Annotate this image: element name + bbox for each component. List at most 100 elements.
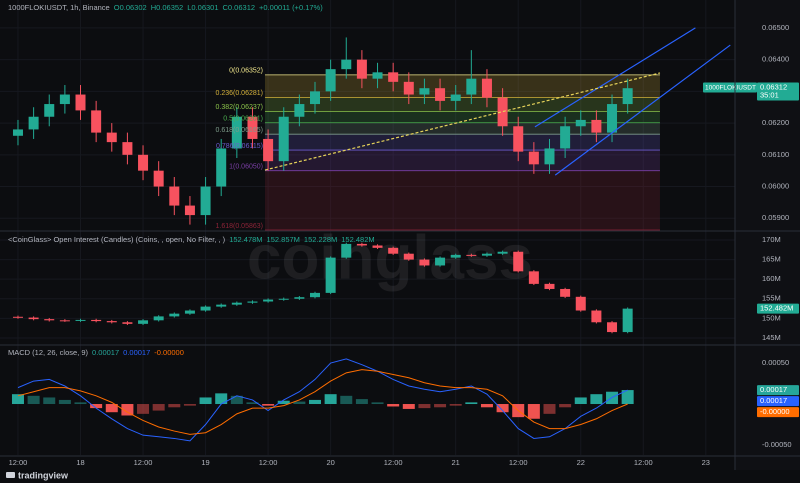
header-value: 152.228M: [304, 235, 337, 244]
candle-body: [278, 298, 289, 300]
candle-body: [622, 88, 633, 105]
candle-body: [528, 151, 539, 165]
histogram-bar: [340, 395, 353, 405]
candle-body: [91, 319, 102, 322]
histogram-bar: [590, 394, 603, 405]
candle-body: [388, 72, 399, 82]
histogram-bar: [199, 397, 212, 405]
y-tick-label: 170M: [762, 235, 781, 244]
candle-body: [106, 321, 117, 323]
candle-body: [200, 186, 211, 216]
last-value-label: -0.00000: [760, 407, 790, 416]
candle-body: [575, 296, 586, 311]
fib-band: [264, 170, 660, 230]
candle-body: [513, 251, 524, 272]
candle-body: [310, 292, 320, 298]
x-tick-label: 19: [201, 458, 209, 467]
candle-body: [59, 94, 70, 105]
x-tick-label: 23: [702, 458, 710, 467]
header-value: L0.06301: [187, 3, 218, 12]
candle-body: [450, 94, 461, 101]
histogram-bar: [293, 401, 306, 405]
y-tick-label: 0.06500: [762, 23, 789, 32]
header-value: -0.00000: [154, 348, 184, 357]
candle-body: [372, 72, 383, 79]
histogram-bar: [230, 395, 243, 405]
y-tick-label: 0.06200: [762, 118, 789, 127]
candle-body: [310, 91, 320, 105]
watermark: coinglass: [247, 223, 533, 292]
candle-body: [28, 317, 39, 320]
trendline: [554, 44, 731, 176]
candle-body: [513, 126, 524, 152]
candle-body: [544, 283, 555, 289]
header-value: C0.06312: [223, 3, 256, 12]
histogram-bar: [480, 404, 493, 408]
last-value-label: 0.00017: [760, 396, 787, 405]
histogram-bar: [496, 404, 509, 413]
labels: 12:00 18 12:00 19 12:00 20 12:00 21 12:00 22 12:00…: [8, 3, 799, 467]
header-value: 0.00017: [92, 348, 119, 357]
candle-body: [12, 129, 23, 136]
x-tick-label: 12:00: [259, 458, 278, 467]
candle-body: [59, 320, 70, 322]
candle-body: [325, 257, 336, 293]
trendline: [534, 27, 696, 128]
y-tick-label: 0.06000: [762, 182, 789, 191]
macd-line: [17, 369, 628, 435]
candle-body: [466, 78, 477, 95]
pane-title: 1000FLOKIUSDT, 1h, Binance: [8, 3, 110, 12]
histogram-bar: [215, 393, 228, 405]
candle-body: [372, 245, 383, 248]
histogram-bar: [621, 390, 634, 405]
last-value-box: [757, 303, 799, 314]
header-value: 152.857M: [267, 235, 300, 244]
candle-body: [75, 319, 86, 321]
candle-body: [247, 301, 258, 303]
x-tick-label: 20: [326, 458, 334, 467]
candle-body: [184, 205, 195, 216]
x-tick-label: 12:00: [134, 458, 153, 467]
fib-label: 0.618(0.06165): [215, 127, 262, 134]
last-value-box: [757, 82, 799, 101]
last-value-box: [757, 385, 799, 396]
y-tick-label: -0.00050: [762, 440, 792, 449]
candle-body: [575, 119, 586, 127]
candle-body: [44, 319, 55, 321]
x-tick-label: 12:00: [509, 458, 528, 467]
fib-band: [264, 111, 660, 123]
candle-body: [356, 59, 367, 79]
candle-body: [294, 297, 305, 299]
y-tick-label: 145M: [762, 333, 781, 342]
candle-body: [184, 310, 195, 314]
histogram-bar: [324, 394, 337, 405]
fib-band: [264, 97, 660, 112]
fib-band: [264, 122, 660, 135]
histogram-bar: [90, 404, 103, 409]
pane-title: <CoinGlass> Open Interest (Candles) (Coi…: [8, 235, 226, 244]
candle-body: [403, 81, 414, 95]
candle-body: [75, 94, 86, 111]
candle-body: [231, 302, 242, 305]
last-value-label: 0.06312: [760, 83, 787, 92]
logo-mark: [6, 472, 15, 478]
histogram-bar: [543, 404, 556, 414]
fib-label: 0.236(0.06281): [215, 90, 262, 97]
candle-body: [122, 322, 133, 324]
candle-body: [528, 271, 539, 284]
histogram-bar: [105, 404, 118, 413]
histogram-bar: [137, 404, 150, 414]
histogram-bar: [277, 400, 290, 405]
candle-body: [106, 132, 117, 143]
fib-label: 1(0.06050): [229, 164, 263, 171]
candle-body: [481, 78, 492, 98]
histogram-bar: [434, 404, 447, 408]
candle-body: [341, 243, 352, 258]
candle-body: [622, 308, 633, 333]
header-value: 152.482M: [341, 235, 374, 244]
fib-band: [264, 150, 660, 171]
macd-line: [17, 358, 628, 442]
fib-band: [264, 134, 660, 151]
header-value: +0.00011 (+0.17%): [259, 3, 323, 12]
